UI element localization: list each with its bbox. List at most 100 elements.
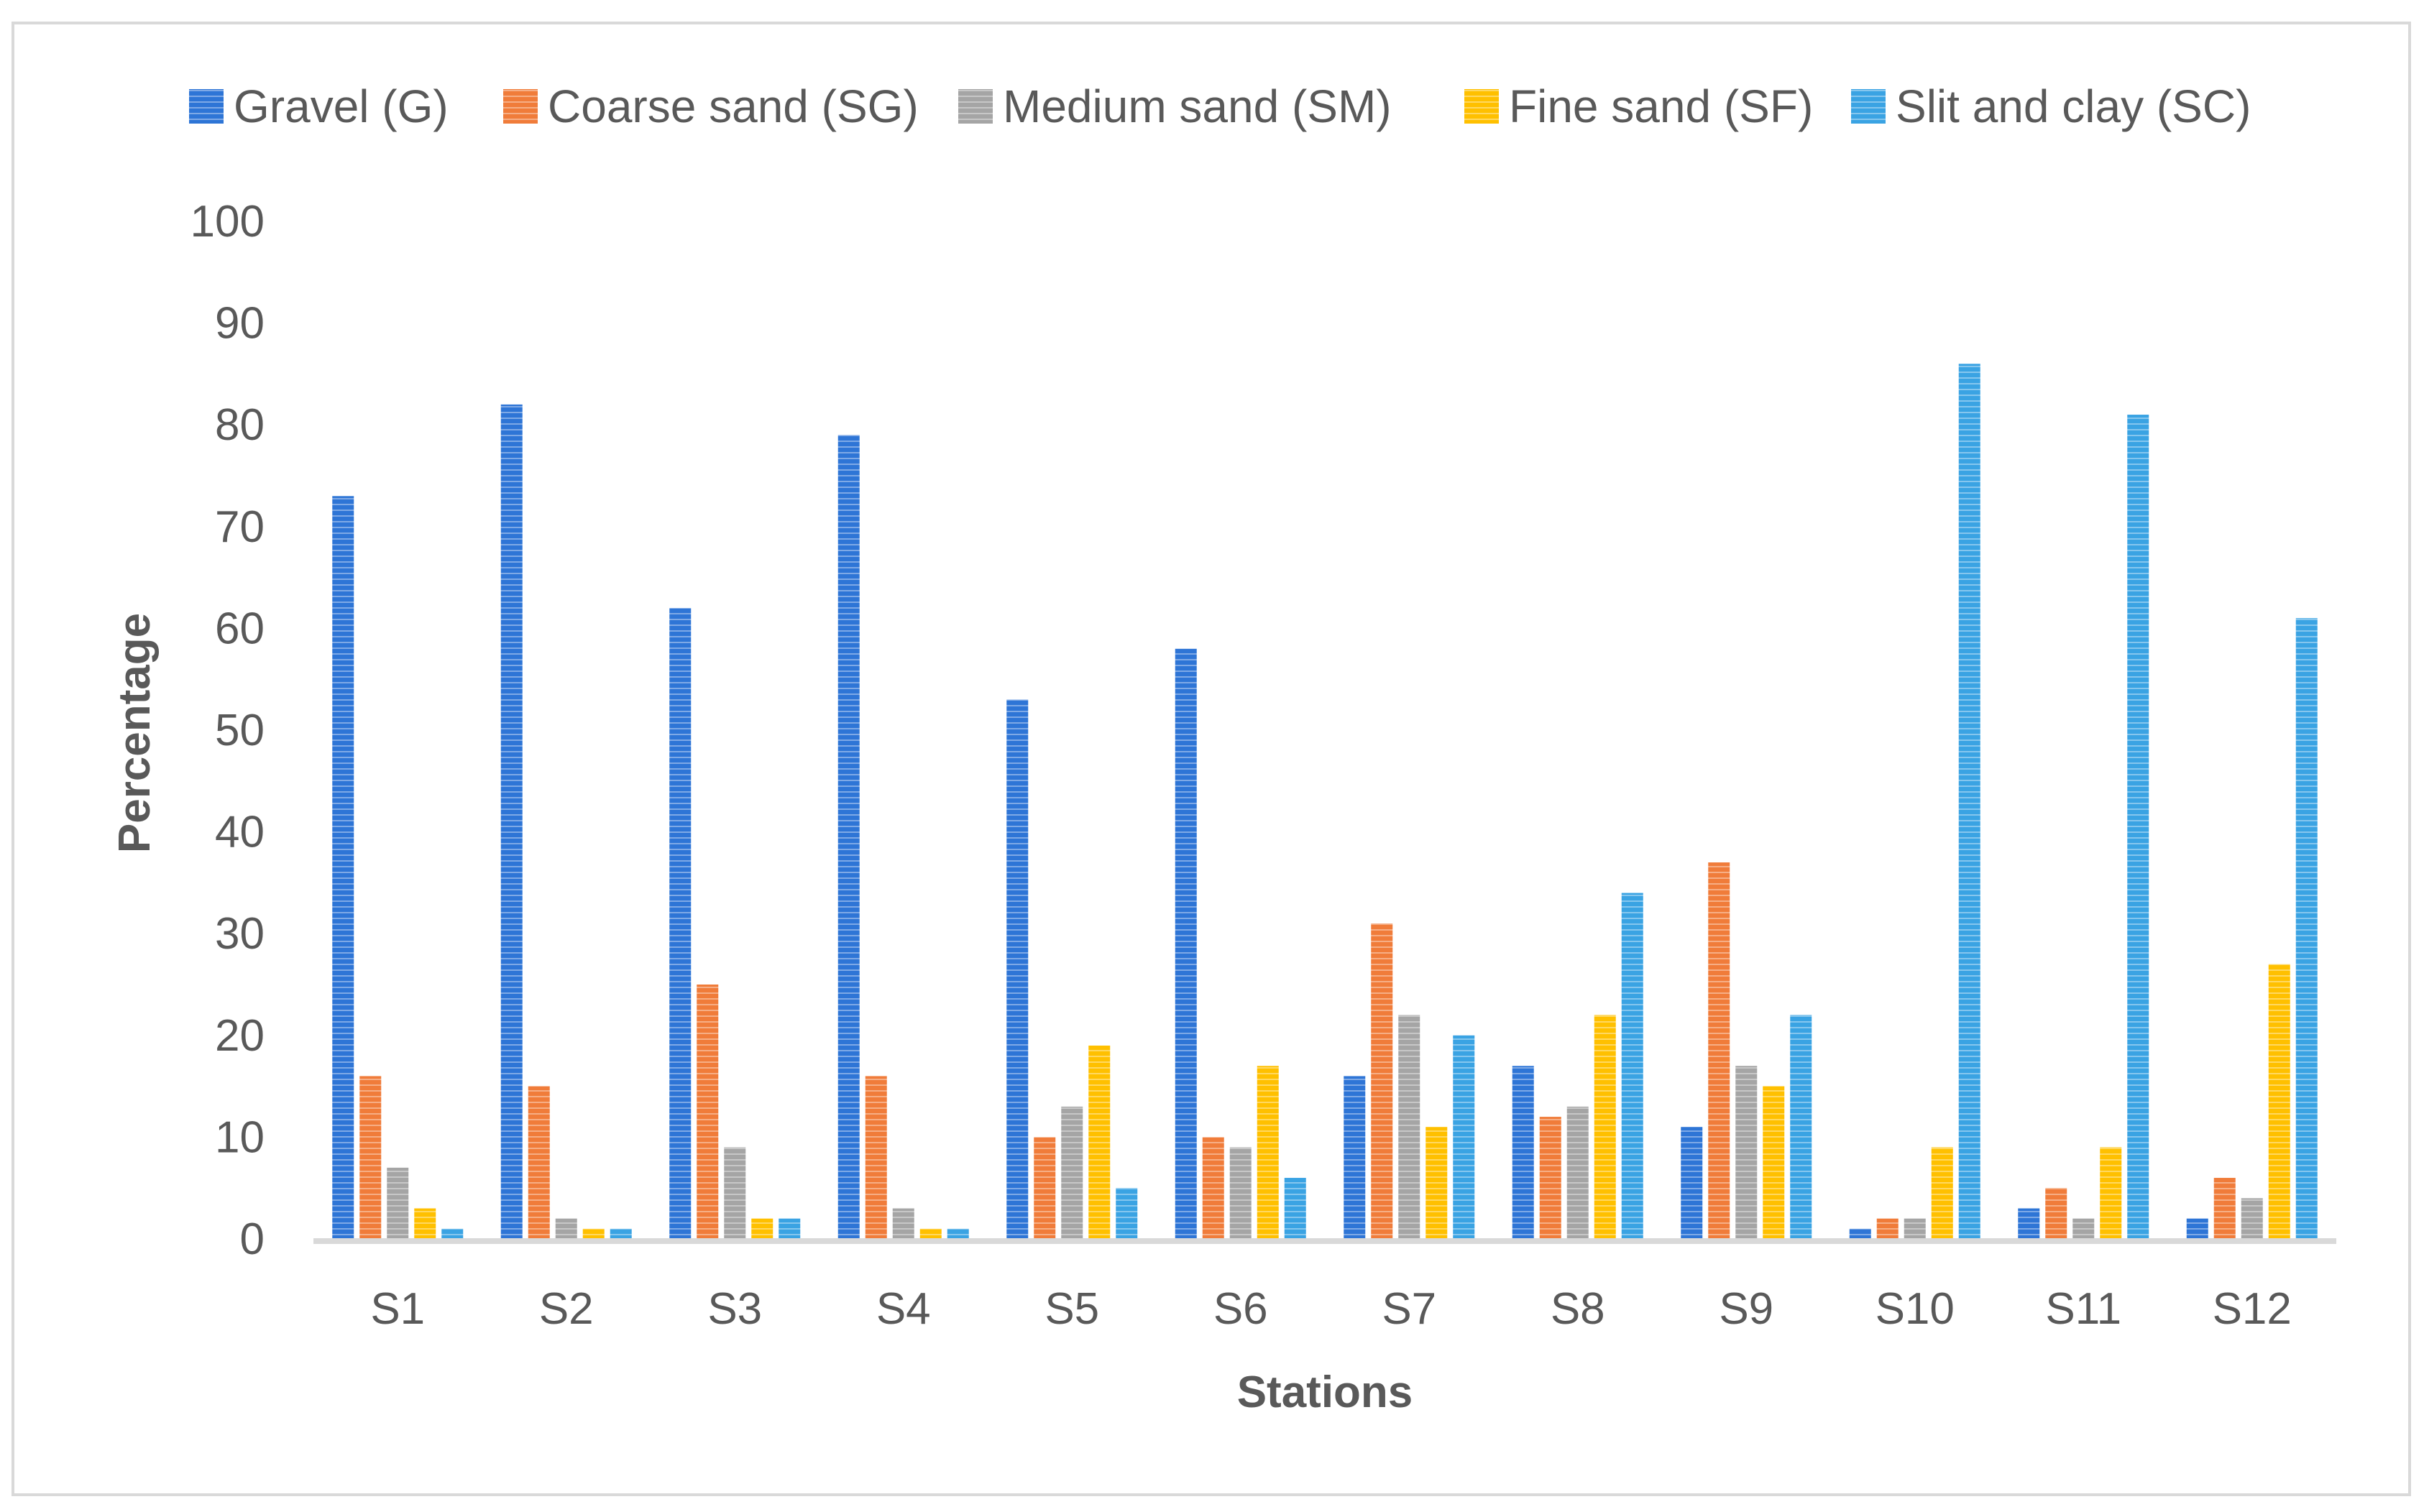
- bar-s7-slit-and-clay-sc: [1453, 1035, 1475, 1239]
- bar-s8-gravel-g: [1512, 1066, 1534, 1239]
- bar-s2-coarse-sand-sg: [528, 1086, 550, 1239]
- bar-s5-slit-and-clay-sc: [1116, 1188, 1138, 1239]
- bar-s10-fine-sand-sf: [1931, 1147, 1953, 1239]
- bar-s11-medium-sand-sm: [2072, 1218, 2095, 1239]
- bar-s12-coarse-sand-sg: [2213, 1178, 2236, 1239]
- bar-s4-medium-sand-sm: [892, 1208, 914, 1239]
- bar-s11-fine-sand-sf: [2100, 1147, 2122, 1239]
- legend-item-medium-sand-sm: Medium sand (SM): [958, 80, 1392, 132]
- chart-frame: [12, 22, 2411, 1496]
- x-tick-label: S12: [2213, 1284, 2292, 1334]
- bar-s9-slit-and-clay-sc: [1790, 1015, 1812, 1239]
- bar-s3-medium-sand-sm: [724, 1147, 746, 1239]
- x-tick-label: S6: [1213, 1284, 1268, 1334]
- bar-s4-gravel-g: [837, 435, 860, 1239]
- legend-swatch: [503, 89, 538, 124]
- bar-s1-gravel-g: [332, 496, 354, 1239]
- bar-s12-medium-sand-sm: [2241, 1198, 2263, 1239]
- bar-s3-gravel-g: [669, 608, 692, 1239]
- bar-s5-medium-sand-sm: [1061, 1106, 1083, 1239]
- bar-s12-slit-and-clay-sc: [2295, 618, 2318, 1239]
- bar-s9-fine-sand-sf: [1763, 1086, 1785, 1239]
- bar-s6-fine-sand-sf: [1257, 1066, 1279, 1239]
- bar-s9-coarse-sand-sg: [1708, 862, 1730, 1239]
- legend-item-coarse-sand-sg: Coarse sand (SG): [503, 80, 919, 132]
- legend-item-fine-sand-sf: Fine sand (SF): [1464, 80, 1813, 132]
- bar-s11-slit-and-clay-sc: [2127, 415, 2149, 1239]
- bar-s1-slit-and-clay-sc: [441, 1228, 464, 1239]
- legend: Gravel (G) Coarse sand (SG) Medium sand (S…: [189, 80, 2251, 132]
- bar-s11-gravel-g: [2018, 1208, 2040, 1239]
- y-tick-label: 100: [190, 197, 265, 246]
- legend-label: Gravel (G): [234, 80, 449, 132]
- bar-s10-medium-sand-sm: [1904, 1218, 1926, 1239]
- bar-s3-fine-sand-sf: [751, 1218, 773, 1239]
- y-axis: 0 10 20 30 40 50 60 70 80 90 100: [190, 197, 265, 1264]
- legend-label: Medium sand (SM): [1003, 80, 1392, 132]
- bar-s8-slit-and-clay-sc: [1621, 893, 1643, 1239]
- bar-s4-coarse-sand-sg: [865, 1076, 887, 1239]
- legend-swatch: [1851, 89, 1886, 124]
- bar-s10-gravel-g: [1849, 1228, 1871, 1239]
- x-tick-label: S7: [1382, 1284, 1436, 1334]
- bar-s4-fine-sand-sf: [919, 1228, 942, 1239]
- bar-s2-slit-and-clay-sc: [610, 1228, 632, 1239]
- bar-s2-medium-sand-sm: [555, 1218, 577, 1239]
- x-tick-label: S10: [1876, 1284, 1955, 1334]
- bar-s10-slit-and-clay-sc: [1958, 364, 1980, 1239]
- y-tick-label: 80: [215, 400, 265, 450]
- y-tick-label: 20: [215, 1011, 265, 1061]
- bar-s5-coarse-sand-sg: [1034, 1137, 1056, 1239]
- x-tick-label: S8: [1551, 1284, 1605, 1334]
- bar-s2-gravel-g: [500, 404, 523, 1239]
- bar-s6-coarse-sand-sg: [1202, 1137, 1224, 1239]
- bar-s9-medium-sand-sm: [1735, 1066, 1758, 1239]
- legend-item-slit-and-clay-sc: Slit and clay (SC): [1851, 80, 2251, 132]
- bar-s1-coarse-sand-sg: [359, 1076, 382, 1239]
- x-tick-label: S2: [539, 1284, 594, 1334]
- bar-s11-coarse-sand-sg: [2045, 1188, 2067, 1239]
- x-tick-label: S11: [2045, 1284, 2121, 1334]
- bar-s3-coarse-sand-sg: [697, 985, 719, 1239]
- bar-s12-gravel-g: [2186, 1218, 2208, 1239]
- bar-s8-fine-sand-sf: [1594, 1015, 1616, 1239]
- bar-s8-medium-sand-sm: [1566, 1106, 1589, 1239]
- bar-s5-gravel-g: [1006, 699, 1029, 1239]
- bar-s5-fine-sand-sf: [1088, 1045, 1111, 1239]
- x-axis: S1 S2 S3 S4 S5 S6 S7 S8 S9 S10 S11 S12: [313, 1238, 2336, 1334]
- y-tick-label: 30: [215, 909, 265, 959]
- y-tick-label: 60: [215, 604, 265, 653]
- x-tick-label: S5: [1045, 1284, 1099, 1334]
- x-tick-label: S3: [707, 1284, 762, 1334]
- y-tick-label: 10: [215, 1112, 265, 1162]
- bar-s6-gravel-g: [1175, 648, 1197, 1239]
- bar-s12-fine-sand-sf: [2268, 964, 2290, 1239]
- x-tick-label: S9: [1719, 1284, 1773, 1334]
- bar-s7-coarse-sand-sg: [1371, 923, 1393, 1239]
- y-tick-label: 70: [215, 502, 265, 552]
- y-tick-label: 50: [215, 706, 265, 755]
- legend-swatch: [1464, 89, 1499, 124]
- bar-s9-gravel-g: [1681, 1127, 1703, 1239]
- legend-label: Slit and clay (SC): [1896, 80, 2251, 132]
- bars: [332, 364, 2318, 1239]
- bar-s4-slit-and-clay-sc: [947, 1228, 969, 1239]
- legend-label: Coarse sand (SG): [548, 80, 919, 132]
- bar-s7-gravel-g: [1344, 1076, 1366, 1239]
- bar-s7-medium-sand-sm: [1398, 1015, 1420, 1239]
- bar-s8-coarse-sand-sg: [1539, 1117, 1561, 1239]
- legend-label: Fine sand (SF): [1509, 80, 1813, 132]
- y-axis-title: Percentage: [110, 613, 160, 853]
- x-tick-label: S1: [370, 1284, 425, 1334]
- x-axis-title: Stations: [1237, 1368, 1413, 1417]
- bar-s1-fine-sand-sf: [414, 1208, 436, 1239]
- y-tick-label: 0: [240, 1214, 265, 1264]
- legend-swatch: [958, 89, 993, 124]
- legend-swatch: [189, 89, 224, 124]
- bar-s6-slit-and-clay-sc: [1284, 1178, 1306, 1239]
- bar-s1-medium-sand-sm: [387, 1167, 409, 1239]
- y-tick-label: 90: [215, 299, 265, 349]
- bar-s7-fine-sand-sf: [1426, 1127, 1448, 1239]
- y-tick-label: 40: [215, 808, 265, 857]
